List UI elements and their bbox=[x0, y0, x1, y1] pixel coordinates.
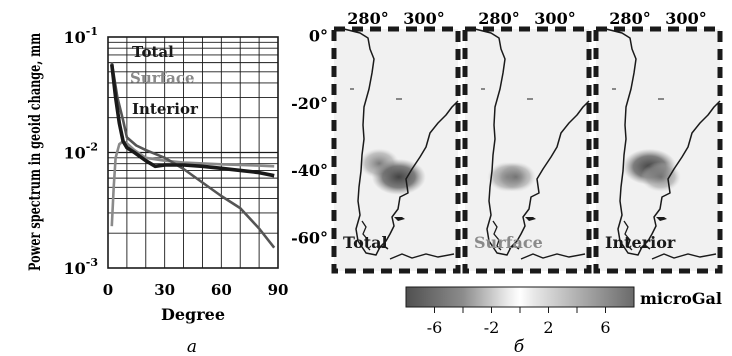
island-falklands bbox=[656, 217, 667, 221]
coast-detail bbox=[481, 88, 533, 100]
gravity-maps: Total Surface Interior bbox=[331, 26, 723, 274]
coastline bbox=[605, 28, 721, 256]
y-tick-label: 10-2 bbox=[64, 141, 99, 163]
series-line-total bbox=[110, 64, 275, 178]
map-panel-surface: Surface bbox=[462, 26, 592, 274]
y-tick-label: 10-3 bbox=[64, 256, 99, 278]
panel-label-a: а bbox=[187, 337, 197, 356]
antarctic-coast bbox=[389, 253, 455, 260]
map-label-total: Total bbox=[343, 233, 388, 252]
series-line-interior bbox=[110, 62, 276, 249]
map-background bbox=[334, 29, 458, 271]
colorbar-tick-label: -6 bbox=[427, 318, 443, 337]
map-tick-labels: 280° 300° 280° 300° 280° 300° 0° -20° -40° -60° bbox=[291, 9, 707, 247]
latitude-tick-label: -40° bbox=[291, 161, 328, 180]
x-tick-label: 90 bbox=[268, 281, 289, 299]
x-tick-label: 60 bbox=[211, 281, 232, 299]
anomaly-blob bbox=[495, 161, 536, 192]
spectrum-chart: 0 30 60 90 10-1 10-2 10-3 Total Surface Inter… bbox=[25, 25, 288, 356]
colorbar bbox=[405, 286, 635, 308]
map-panel-interior: Interior bbox=[593, 26, 723, 274]
plot-frame bbox=[107, 36, 279, 269]
coast-detail bbox=[350, 88, 402, 100]
series-line-surface bbox=[110, 140, 275, 227]
x-tick-labels: 0 30 60 90 bbox=[103, 281, 289, 299]
map-label-surface: Surface bbox=[474, 233, 543, 252]
colorbar-unit: microGal bbox=[640, 289, 722, 308]
longitude-tick-label: 280° bbox=[347, 9, 388, 28]
x-tick-label: 30 bbox=[154, 281, 175, 299]
legend-surface: Surface bbox=[130, 69, 195, 87]
latitude-tick-label: 0° bbox=[309, 27, 328, 46]
series-lines bbox=[110, 62, 276, 249]
legend-interior: Interior bbox=[132, 100, 199, 118]
colorbar-ticks: -6 -2 2 6 bbox=[427, 307, 611, 337]
island-coast bbox=[377, 245, 389, 250]
x-tick-label: 0 bbox=[103, 281, 113, 299]
coast-detail bbox=[612, 88, 664, 100]
map-frame bbox=[593, 26, 723, 274]
coastline bbox=[474, 28, 590, 256]
island-coast bbox=[492, 220, 502, 251]
map-frame bbox=[331, 26, 461, 274]
anomaly-blob bbox=[371, 158, 426, 195]
colorbar-tick-label: -2 bbox=[484, 318, 500, 337]
longitude-tick-label: 300° bbox=[534, 9, 575, 28]
colorbar-tick-label: 2 bbox=[543, 318, 553, 337]
colorbar-tick-label: 6 bbox=[600, 318, 610, 337]
panel-label-b: б bbox=[514, 337, 525, 356]
y-tick-labels: 10-1 10-2 10-3 bbox=[64, 25, 99, 278]
longitude-tick-label: 280° bbox=[609, 9, 650, 28]
legend-total: Total bbox=[132, 43, 174, 61]
longitude-tick-label: 280° bbox=[478, 9, 519, 28]
x-axis-label: Degree bbox=[161, 305, 225, 324]
map-frame bbox=[462, 26, 592, 274]
coastline bbox=[343, 28, 459, 256]
island-coast bbox=[623, 220, 633, 251]
latitude-tick-label: -60° bbox=[291, 228, 328, 247]
map-label-interior: Interior bbox=[605, 233, 676, 252]
y-axis-label: Power spectrum in geoid change, mm bbox=[25, 33, 44, 271]
map-background bbox=[465, 29, 589, 271]
longitude-tick-label: 300° bbox=[403, 9, 444, 28]
antarctic-coast bbox=[651, 253, 717, 260]
island-falklands bbox=[394, 217, 405, 221]
antarctic-coast bbox=[520, 253, 586, 260]
map-panel-total: Total bbox=[331, 26, 461, 274]
island-coast bbox=[508, 245, 520, 250]
y-tick-label: 10-1 bbox=[64, 25, 99, 47]
latitude-tick-label: -20° bbox=[291, 94, 328, 113]
island-coast bbox=[639, 245, 651, 250]
anomaly-blob bbox=[640, 161, 681, 192]
island-coast bbox=[361, 220, 371, 251]
longitude-tick-label: 300° bbox=[665, 9, 706, 28]
island-falklands bbox=[525, 217, 536, 221]
